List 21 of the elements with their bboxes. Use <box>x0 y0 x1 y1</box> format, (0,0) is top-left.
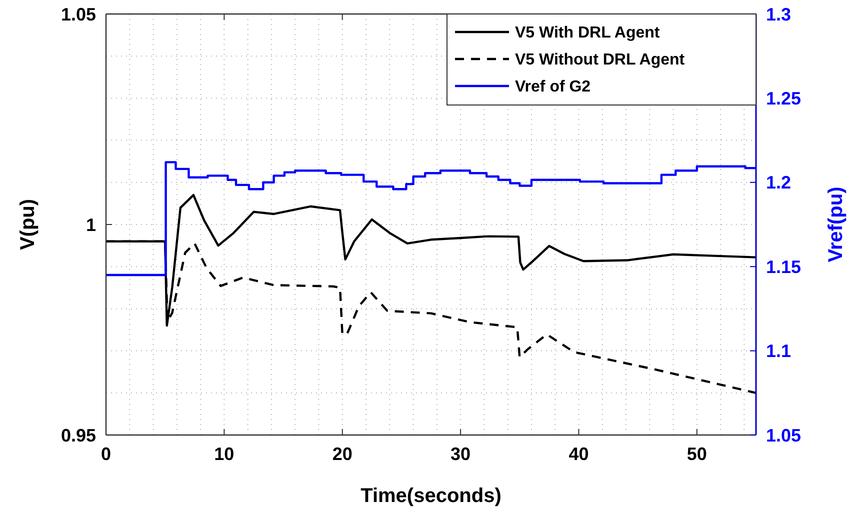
y-tick-label: 0.95 <box>60 425 96 446</box>
x-tick-label: 50 <box>686 444 707 464</box>
y-axis-title: V(pu) <box>17 198 39 250</box>
legend-label: V5 Without DRL Agent <box>515 52 686 69</box>
x-axis-title: Time(seconds) <box>360 485 502 507</box>
y-tick-label: 1 <box>86 214 96 235</box>
x-tick-label: 10 <box>214 444 234 464</box>
y-tick-label: 1.05 <box>60 4 96 24</box>
y2-axis-title: Vref(pu) <box>825 186 847 262</box>
legend-label: Vref of G2 <box>515 78 591 96</box>
y2-tick-label: 1.3 <box>766 4 792 24</box>
y2-tick-label: 1.2 <box>766 172 792 193</box>
y2-tick-label: 1.25 <box>766 88 802 108</box>
x-tick-label: 0 <box>100 444 112 464</box>
y2-tick-label: 1.15 <box>766 256 802 277</box>
x-tick-label: 40 <box>568 444 589 464</box>
legend-label: V5 With DRL Agent <box>515 24 660 42</box>
y2-tick-label: 1.05 <box>766 425 802 446</box>
y2-tick-label: 1.1 <box>766 341 792 362</box>
x-tick-label: 30 <box>450 444 471 464</box>
x-tick-label: 20 <box>332 444 352 464</box>
